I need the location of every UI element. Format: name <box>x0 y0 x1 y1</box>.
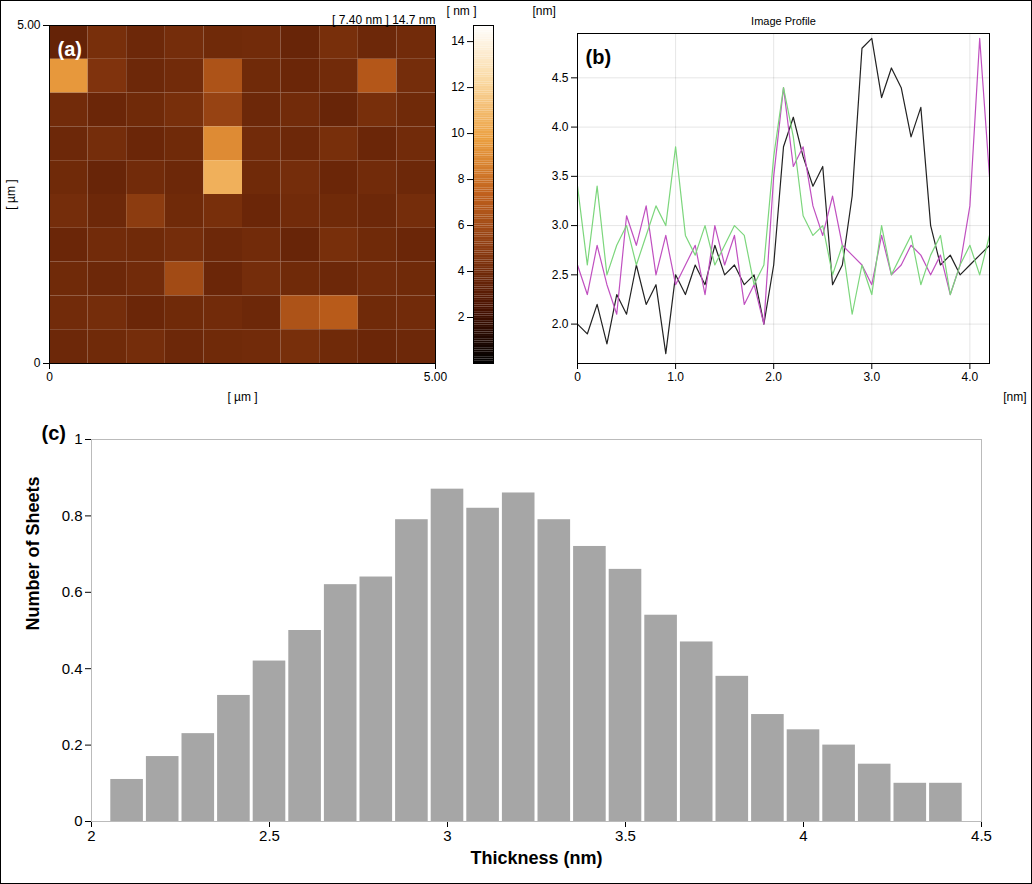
svg-text:3.0: 3.0 <box>863 370 880 384</box>
svg-text:0.4: 0.4 <box>62 660 83 677</box>
svg-text:14: 14 <box>451 34 465 48</box>
svg-text:[nm]: [nm] <box>1003 390 1026 404</box>
svg-text:2.0: 2.0 <box>765 370 782 384</box>
svg-text:0.2: 0.2 <box>62 736 83 753</box>
svg-text:5.00: 5.00 <box>424 370 448 384</box>
svg-text:3.5: 3.5 <box>615 827 636 844</box>
svg-text:10: 10 <box>451 126 465 140</box>
svg-text:2.5: 2.5 <box>552 268 569 282</box>
svg-text:2.0: 2.0 <box>552 317 569 331</box>
svg-text:1: 1 <box>74 430 82 447</box>
svg-text:0: 0 <box>574 370 581 384</box>
svg-text:(b): (b) <box>586 46 612 68</box>
svg-text:4.0: 4.0 <box>552 120 569 134</box>
svg-text:0: 0 <box>74 812 82 829</box>
svg-text:[ µm ]: [ µm ] <box>4 179 18 209</box>
svg-text:0.6: 0.6 <box>62 583 83 600</box>
svg-text:1.0: 1.0 <box>667 370 684 384</box>
svg-text:0.8: 0.8 <box>62 507 83 524</box>
svg-text:3: 3 <box>443 827 451 844</box>
svg-text:0: 0 <box>46 370 53 384</box>
svg-text:(c): (c) <box>42 422 66 444</box>
svg-text:Image Profile: Image Profile <box>751 15 816 27</box>
svg-text:[ nm ]: [ nm ] <box>447 4 477 18</box>
svg-text:[nm]: [nm] <box>533 4 556 18</box>
svg-text:2: 2 <box>87 827 95 844</box>
svg-text:3.0: 3.0 <box>552 218 569 232</box>
svg-text:0: 0 <box>34 356 41 370</box>
svg-text:Number of Sheets: Number of Sheets <box>23 476 43 630</box>
svg-text:12: 12 <box>451 80 465 94</box>
svg-text:8: 8 <box>458 172 465 186</box>
svg-text:4.0: 4.0 <box>962 370 979 384</box>
svg-text:2: 2 <box>458 310 465 324</box>
svg-text:4: 4 <box>799 827 807 844</box>
svg-text:6: 6 <box>458 218 465 232</box>
svg-text:Thickness (nm): Thickness (nm) <box>470 848 602 868</box>
svg-text:5.00: 5.00 <box>17 18 41 32</box>
svg-text:[ µm ]: [ µm ] <box>227 390 257 404</box>
svg-text:(a): (a) <box>58 38 82 60</box>
svg-text:4.5: 4.5 <box>552 71 569 85</box>
svg-text:4: 4 <box>458 264 465 278</box>
svg-text:[ 7.40 nm ] 14.7 nm: [ 7.40 nm ] 14.7 nm <box>332 13 435 27</box>
svg-text:2.5: 2.5 <box>259 827 280 844</box>
svg-text:4.5: 4.5 <box>971 827 992 844</box>
svg-text:3.5: 3.5 <box>552 169 569 183</box>
